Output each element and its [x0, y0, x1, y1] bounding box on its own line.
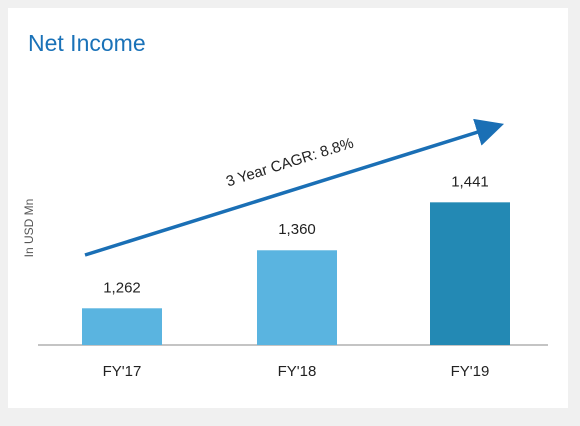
- y-axis-label: In USD Mn: [22, 199, 36, 258]
- x-tick-label: FY'18: [278, 363, 317, 380]
- trend-arrow: [84, 118, 505, 257]
- bar: [430, 202, 510, 345]
- chart-title: Net Income: [28, 30, 146, 56]
- x-tick-label: FY'17: [103, 363, 142, 380]
- bar: [257, 250, 337, 345]
- value-label: 1,262: [103, 279, 141, 296]
- value-label: 1,360: [278, 221, 316, 238]
- bar: [82, 308, 162, 345]
- value-label: 1,441: [451, 173, 489, 190]
- x-tick-label: FY'19: [451, 363, 490, 380]
